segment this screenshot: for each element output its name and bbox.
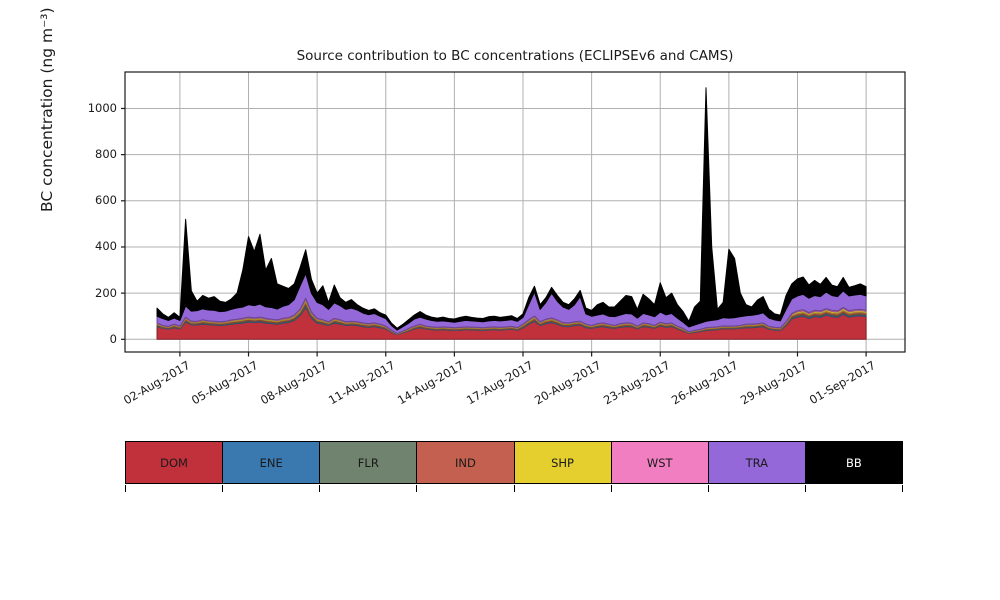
legend-label: TRA (745, 455, 769, 470)
legend-item-flr: FLR (319, 441, 418, 484)
y-tick-label: 400 (95, 239, 117, 254)
legend-item-wst: WST (610, 441, 709, 484)
legend-tick-mark (707, 485, 709, 492)
legend-label: IND (455, 455, 476, 470)
legend-tick-mark (416, 485, 418, 492)
legend-label: DOM (160, 455, 188, 470)
y-tick-label: 800 (95, 147, 117, 162)
y-tick-label: 600 (95, 193, 117, 208)
y-tick-label: 0 (109, 331, 117, 346)
legend-item-ene: ENE (222, 441, 321, 484)
legend-tick-mark (222, 485, 224, 492)
legend-tick-mark (125, 485, 126, 492)
legend-item-tra: TRA (707, 441, 806, 484)
chart-title: Source contribution to BC concentrations… (296, 48, 734, 64)
y-tick-label: 1000 (87, 100, 117, 115)
axes-spines (124, 71, 906, 353)
legend-label: WST (646, 455, 673, 470)
legend-label: BB (846, 455, 862, 470)
legend-tick-mark (804, 485, 806, 492)
legend: DOM ENE FLR IND SHP WST TRA BB (125, 441, 903, 484)
legend-label: FLR (357, 455, 379, 470)
legend-item-dom: DOM (125, 441, 224, 484)
area-series-bb (156, 87, 867, 331)
legend-label: SHP (551, 455, 574, 470)
legend-item-shp: SHP (513, 441, 612, 484)
legend-tick-mark (610, 485, 612, 492)
legend-item-bb: BB (804, 441, 903, 484)
legend-tick-mark (319, 485, 321, 492)
legend-tick-mark (902, 485, 903, 492)
legend-tick-mark (513, 485, 515, 492)
legend-label: ENE (259, 455, 283, 470)
legend-item-ind: IND (416, 441, 515, 484)
y-tick-label: 200 (95, 285, 117, 300)
